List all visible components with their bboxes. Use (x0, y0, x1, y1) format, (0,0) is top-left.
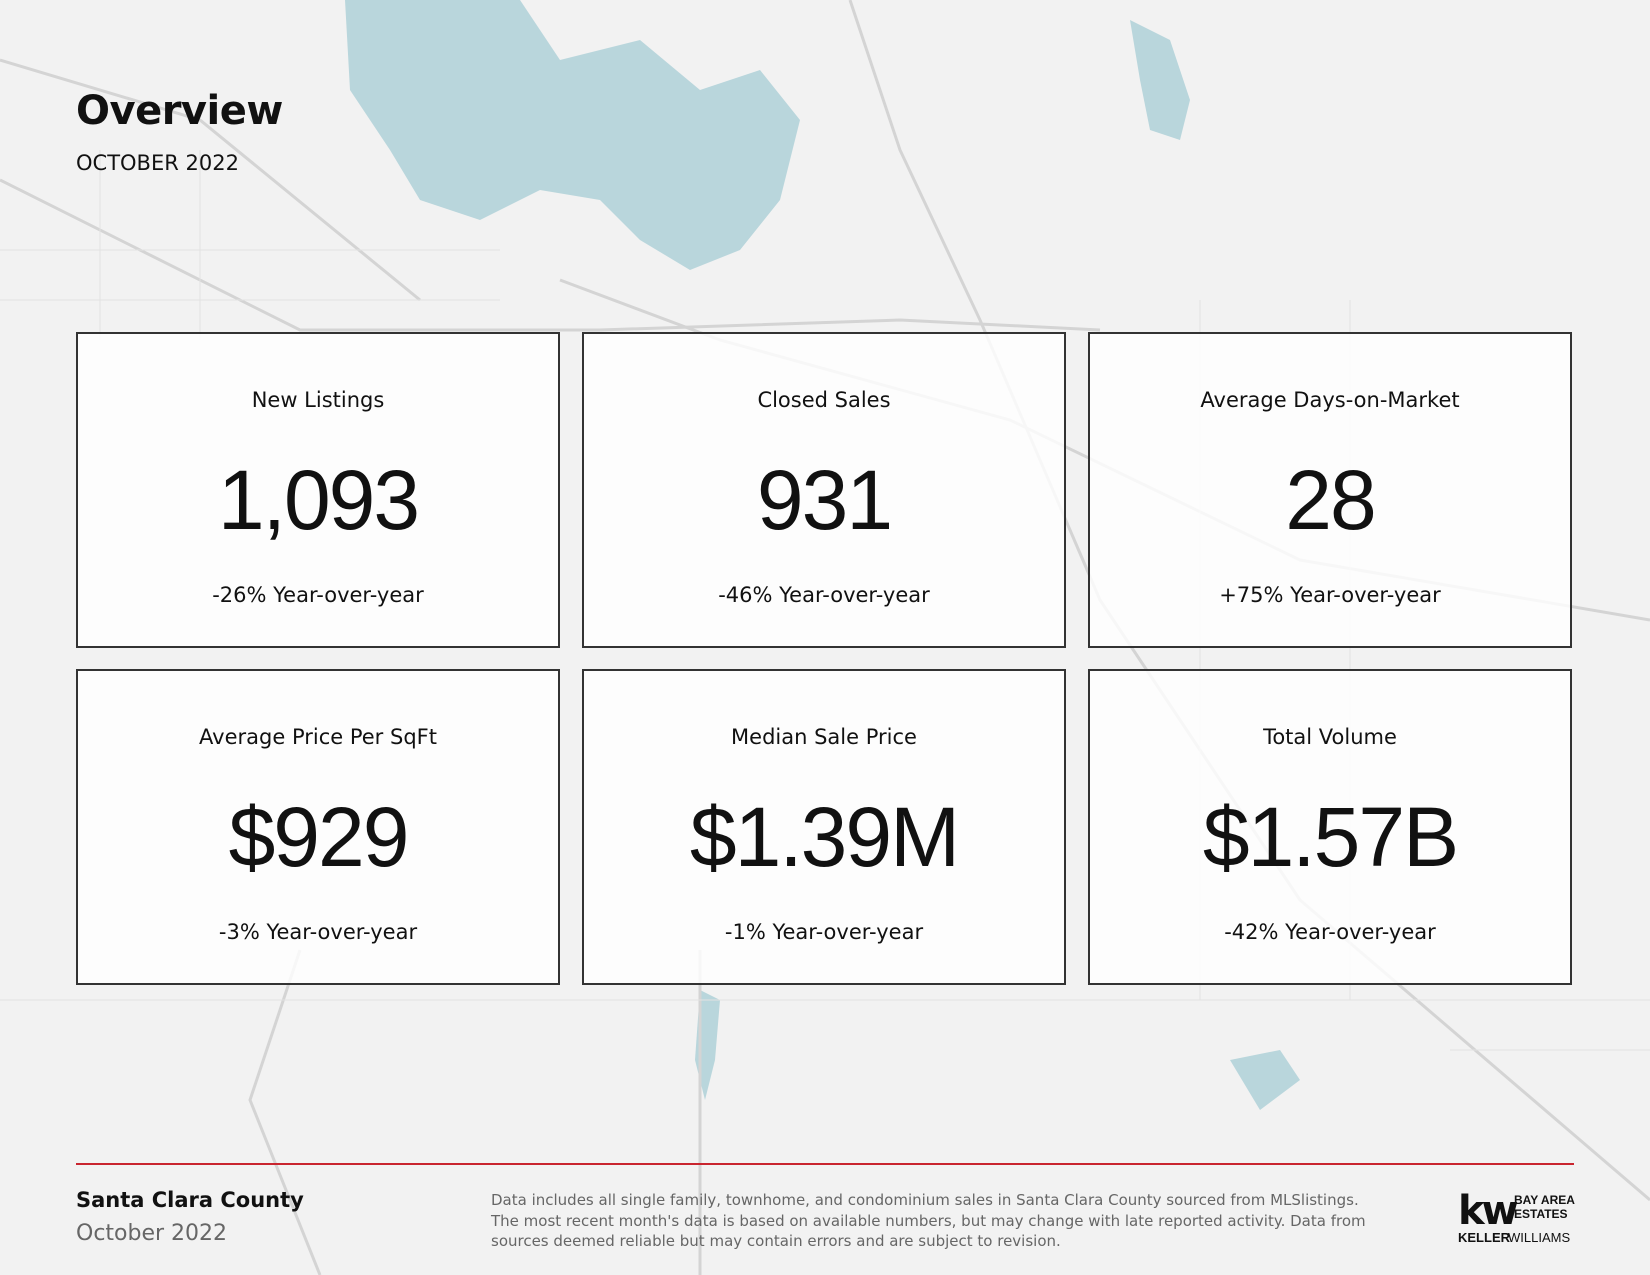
logo: kw BAY AREA ESTATES KELLER WILLIAMS (1458, 1188, 1575, 1245)
stat-change: -3% Year-over-year (218, 920, 418, 944)
stat-label: Average Days-on-Market (1200, 388, 1460, 412)
stat-card: Total Volume $1.57B -42% Year-over-year (1088, 669, 1572, 985)
region: Santa Clara County (76, 1188, 304, 1212)
reservoir (1130, 20, 1190, 140)
stat-card: Median Sale Price $1.39M -1% Year-over-yea… (582, 669, 1066, 985)
stat-value: $1.39M (689, 790, 960, 884)
subtitle: OCTOBER 2022 (76, 151, 239, 175)
logo-line: BAY AREA (1514, 1193, 1575, 1207)
stat-change: +75% Year-over-year (1219, 583, 1441, 607)
stat-label: New Listings (251, 388, 385, 412)
logo-brand: WILLIAMS (1508, 1230, 1570, 1245)
stat-card: Average Price Per SqFt $929 -3% Year-over-… (76, 669, 560, 985)
disclaimer-line: Data includes all single family, townhom… (491, 1191, 1359, 1209)
stat-card: New Listings 1,093 -26% Year-over-year (76, 332, 560, 648)
logo-mark: kw (1458, 1188, 1518, 1234)
stat-card: Closed Sales 931 -46% Year-over-year (582, 332, 1066, 648)
stat-value: $1.57B (1202, 790, 1459, 884)
stat-change: -46% Year-over-year (718, 583, 930, 607)
bay-water (345, 0, 800, 270)
disclaimer-line: The most recent month's data is based on… (491, 1211, 1366, 1230)
streets (0, 150, 1650, 1051)
reservoir (1230, 1050, 1300, 1110)
stat-label: Average Price Per SqFt (199, 725, 437, 749)
stat-change: -42% Year-over-year (1224, 920, 1436, 944)
stat-card: Average Days-on-Market 28 +75% Year-over-y… (1088, 332, 1572, 648)
stat-value: 931 (756, 453, 893, 547)
stat-value: $929 (228, 790, 410, 884)
disclaimer: Data includes all single family, townhom… (491, 1190, 1366, 1252)
stat-label: Total Volume (1263, 725, 1397, 749)
footer-date: October 2022 (76, 1221, 228, 1246)
stat-change: -1% Year-over-year (724, 920, 924, 944)
stat-value: 28 (1285, 453, 1376, 547)
stat-change: -26% Year-over-year (212, 583, 424, 607)
stat-label: Median Sale Price (731, 725, 917, 749)
logo-brand: KELLER (1458, 1230, 1511, 1245)
stat-value: 1,093 (217, 453, 420, 547)
disclaimer-line: sources deemed reliable but may contain … (491, 1232, 1061, 1250)
stat-label: Closed Sales (757, 388, 891, 412)
logo-line: ESTATES (1514, 1207, 1568, 1221)
divider (76, 1163, 1574, 1165)
title: Overview (76, 88, 283, 134)
